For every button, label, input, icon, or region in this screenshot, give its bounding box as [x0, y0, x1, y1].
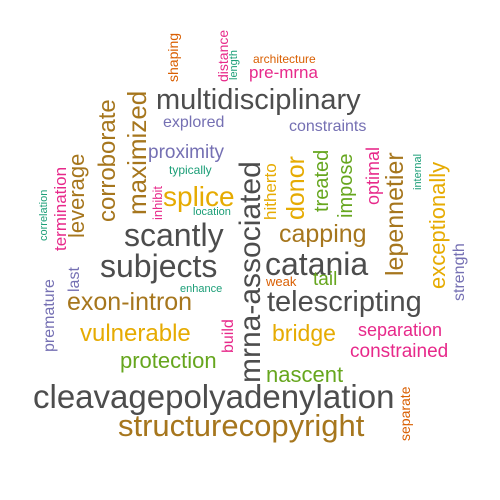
word-constraints: constraints: [289, 118, 367, 135]
word-location: location: [193, 206, 231, 218]
word-strength: strength: [451, 243, 468, 301]
word-cleavagepolyadenylation: cleavagepolyadenylation: [33, 378, 395, 415]
word-last: last: [66, 267, 83, 292]
word-tail: tail: [313, 269, 338, 290]
word-architecture: architecture: [253, 52, 316, 66]
word-lepennetier: lepennetier: [381, 152, 409, 276]
word-corroborate: corroborate: [94, 99, 121, 222]
word-shaping: shaping: [165, 32, 181, 82]
word-capping: capping: [279, 220, 367, 248]
word-subjects: subjects: [100, 248, 218, 284]
word-termination: termination: [51, 166, 70, 251]
word-hitherto: hitherto: [261, 163, 280, 220]
word-bridge: bridge: [272, 320, 336, 346]
word-multidisciplinary: multidisciplinary: [156, 84, 361, 116]
word-telescripting: telescripting: [267, 286, 422, 318]
word-separation: separation: [358, 320, 443, 340]
word-treated: treated: [311, 149, 333, 212]
word-structurecopyright: structurecopyright: [118, 408, 365, 443]
word-protection: protection: [120, 348, 217, 373]
word-separate: separate: [397, 386, 413, 441]
word-typically: typically: [169, 163, 212, 177]
word-proximity: proximity: [148, 142, 225, 163]
word-explored: explored: [163, 114, 225, 131]
word-inhibit: inhibit: [150, 186, 165, 220]
word-donor: donor: [282, 156, 310, 220]
word-splice: splice: [163, 181, 235, 212]
word-exceptionally: exceptionally: [425, 161, 450, 289]
word-enhance: enhance: [180, 283, 223, 295]
word-vulnerable: vulnerable: [80, 320, 191, 347]
word-maximized: maximized: [122, 90, 152, 215]
word-catania: catania: [265, 246, 369, 282]
word-length: length: [228, 50, 240, 80]
word-correlation: correlation: [38, 189, 50, 241]
word-weak: weak: [266, 274, 297, 289]
word-optimal: optimal: [363, 146, 383, 205]
word-pre-mrna: pre-mrna: [249, 63, 318, 82]
word-scantly: scantly: [124, 217, 224, 253]
word-impose: impose: [335, 153, 357, 218]
word-constrained: constrained: [350, 341, 449, 362]
word-build: build: [220, 319, 237, 353]
word-nascent: nascent: [266, 362, 344, 387]
word-premature: premature: [41, 279, 58, 352]
word-internal: internal: [412, 153, 424, 190]
word-exon-intron: exon-intron: [67, 288, 193, 316]
